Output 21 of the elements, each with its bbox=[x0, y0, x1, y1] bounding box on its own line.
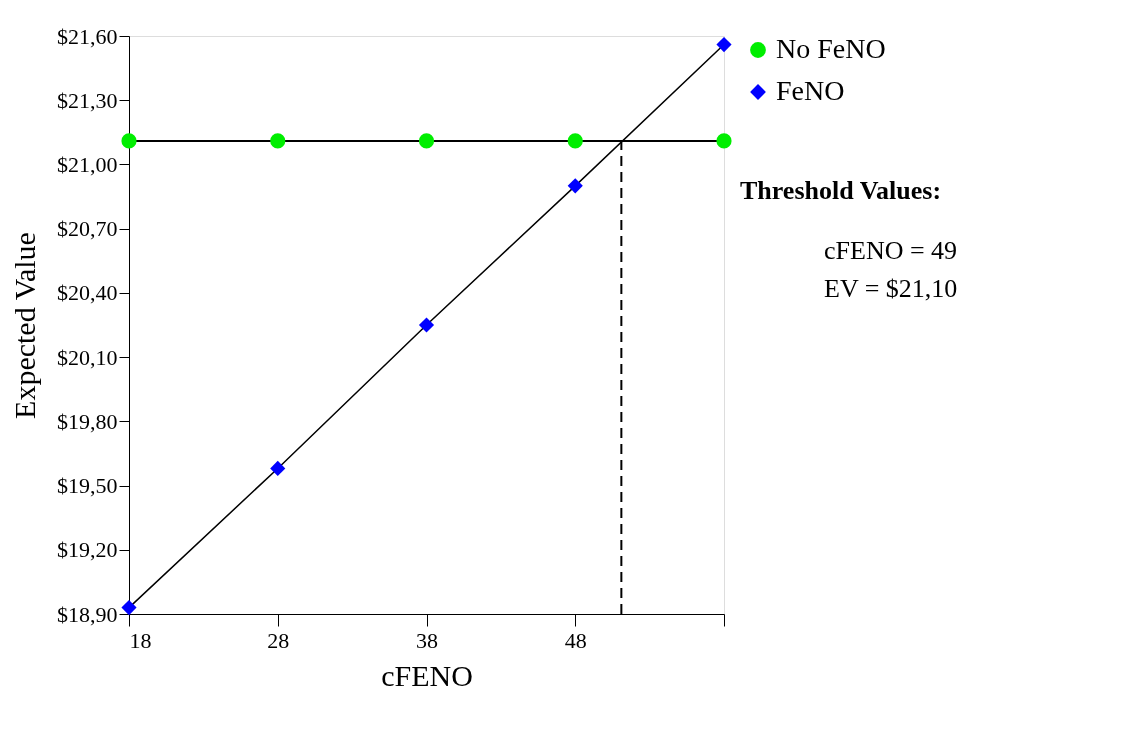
legend-label: No FeNO bbox=[776, 33, 886, 64]
x-tick-label: 38 bbox=[416, 627, 438, 653]
text: cFENO = 49 bbox=[824, 236, 958, 265]
x-tick-label: 18 bbox=[129, 627, 152, 653]
x-tick-label: 28 bbox=[267, 627, 290, 653]
y-tick-label: $21,30 bbox=[57, 87, 118, 113]
y-tick-label: $19,20 bbox=[57, 537, 118, 563]
text: EV = $21,10 bbox=[824, 274, 958, 303]
y-tick-label: $19,80 bbox=[57, 408, 118, 434]
y-tick-label: $21,60 bbox=[57, 23, 118, 49]
y-tick-label: $20,70 bbox=[57, 216, 118, 242]
x-tick-label: 48 bbox=[564, 627, 587, 653]
legend-label: FeNO bbox=[776, 75, 845, 106]
text: Threshold Values: bbox=[740, 176, 942, 205]
y-tick-label: $19,50 bbox=[57, 473, 118, 499]
y-tick-label: $20,40 bbox=[57, 280, 118, 306]
y-axis-title: Expected Value bbox=[8, 232, 41, 419]
y-tick-label: $21,00 bbox=[57, 151, 118, 177]
x-axis-title: cFENO bbox=[381, 658, 473, 692]
y-tick-label: $18,90 bbox=[57, 601, 118, 627]
y-tick-label: $20,10 bbox=[57, 344, 118, 370]
